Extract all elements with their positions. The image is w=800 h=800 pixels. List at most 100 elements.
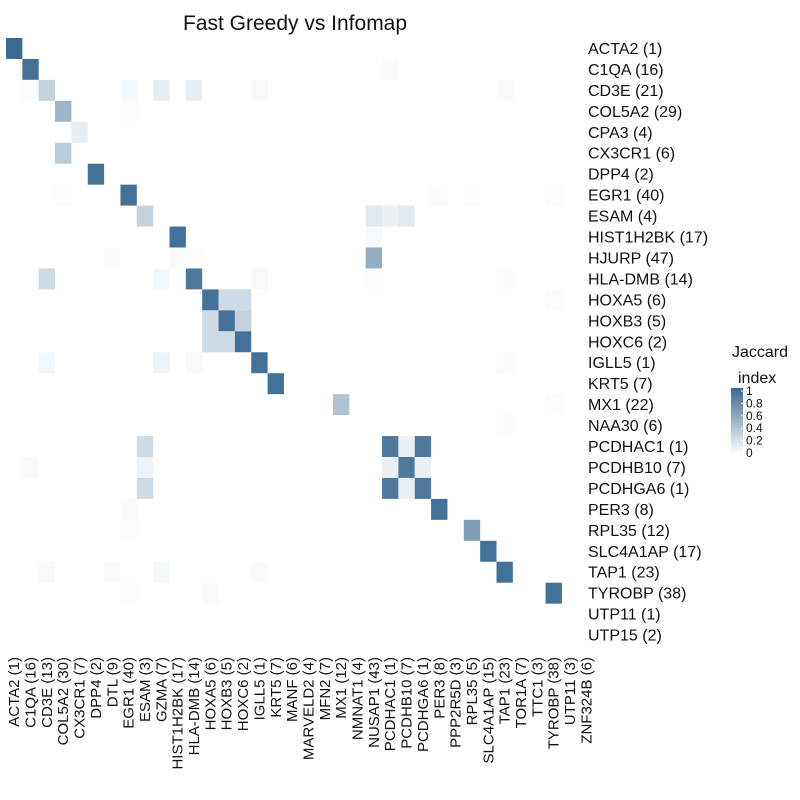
- heatmap-cell: [202, 331, 219, 353]
- column-label: GZMA (7): [153, 657, 170, 722]
- heatmap-cell: [136, 457, 154, 478]
- legend-tick-label: 0: [746, 446, 753, 460]
- legend: Jaccard index 10.80.60.40.20: [731, 344, 788, 460]
- column-label: PCDHAC1 (1): [382, 657, 399, 751]
- heatmap-cell: [480, 540, 497, 562]
- legend-title-line2: index: [738, 370, 776, 387]
- column-label: EGR1 (40): [121, 657, 138, 729]
- heatmap-cell: [71, 121, 88, 143]
- heatmap-cell: [185, 79, 203, 101]
- heatmap-cell: [38, 561, 56, 583]
- column-label: MARVELD2 (4): [300, 657, 317, 760]
- heatmap-cell: [120, 184, 137, 206]
- heatmap-cell: [251, 561, 268, 583]
- heatmap-cell: [153, 561, 170, 583]
- heatmap-cell: [169, 247, 186, 269]
- heatmap-cell: [414, 457, 432, 478]
- column-label: CD3E (13): [39, 657, 56, 728]
- column-label: COL5A2 (30): [55, 657, 72, 745]
- row-label: ESAM (4): [588, 209, 657, 226]
- column-label: TOR1A (7): [513, 657, 530, 728]
- row-label: C1QA (16): [588, 62, 664, 79]
- row-label: HOXB3 (5): [588, 313, 666, 330]
- column-label: SLC4A1AP (15): [480, 657, 497, 763]
- row-label: PCDHB10 (7): [588, 460, 686, 477]
- heatmap-cell: [365, 247, 383, 269]
- heatmap-cell: [234, 289, 252, 311]
- chart-title: Fast Greedy vs Infomap: [183, 12, 407, 35]
- heatmap-cell: [382, 436, 399, 457]
- heatmap-cell: [120, 519, 137, 541]
- heatmap-cell: [120, 79, 137, 101]
- column-label: PPP2R5D (3): [448, 657, 465, 748]
- row-label: KRT5 (7): [588, 376, 653, 393]
- heatmap-cell: [365, 205, 383, 227]
- heatmap-cell: [431, 184, 448, 206]
- heatmap-cell: [234, 331, 252, 353]
- row-label: PCDHGA6 (1): [588, 481, 689, 498]
- column-label: MANF (6): [284, 657, 301, 722]
- column-label: IGLL5 (1): [251, 657, 268, 720]
- row-labels: ACTA2 (1) C1QA (16) CD3E (21) COL5A2 (29) CP…: [588, 41, 708, 645]
- row-label: RPL35 (12): [588, 523, 670, 540]
- row-label: PER3 (8): [588, 502, 654, 519]
- legend-tick-label: 0.4: [746, 421, 763, 435]
- column-label: HLA-DMB (14): [186, 657, 203, 755]
- heatmap-cell: [398, 205, 415, 227]
- heatmap-cell: [153, 79, 170, 101]
- legend-tick-label: 0.2: [746, 434, 763, 448]
- row-label: ACTA2 (1): [588, 41, 662, 58]
- heatmap-cell: [169, 226, 186, 248]
- heatmap-cell: [55, 184, 72, 206]
- heatmap-cell: [267, 373, 284, 395]
- heatmap-cell: [218, 310, 235, 332]
- legend-title-line1: Jaccard: [732, 344, 788, 361]
- heatmap-cell: [463, 184, 481, 206]
- column-label: CX3CR1 (7): [72, 657, 89, 739]
- column-label: PCDHB10 (7): [399, 657, 416, 749]
- row-label: TYROBP (38): [588, 586, 686, 603]
- heatmap-cell: [22, 457, 39, 478]
- row-label: DPP4 (2): [588, 167, 654, 184]
- row-label: SLC4A1AP (17): [588, 544, 702, 561]
- heatmap-cell: [202, 289, 219, 311]
- legend-ticks: 10.80.60.40.20: [741, 384, 763, 460]
- heatmap-cell: [545, 184, 562, 206]
- column-label: DPP4 (2): [88, 657, 105, 719]
- heatmap-cell: [496, 268, 513, 290]
- legend-tick-label: 1: [746, 384, 753, 398]
- heatmap-cell: [333, 394, 350, 416]
- heatmap-cell: [431, 498, 448, 520]
- column-label: ACTA2 (1): [6, 657, 23, 727]
- heatmap-cell: [136, 477, 154, 499]
- column-label: NUSAP1 (43): [366, 657, 383, 748]
- heatmap-cell: [398, 457, 415, 478]
- heatmap-cell: [120, 100, 137, 122]
- heatmap-cell: [251, 79, 268, 101]
- row-label: UTP15 (2): [588, 628, 662, 645]
- column-label: HOXC6 (2): [235, 657, 252, 731]
- column-label: TYROBP (38): [546, 657, 563, 749]
- heatmap-cell: [251, 352, 268, 374]
- heatmap-cell: [398, 436, 415, 457]
- heatmap-cell: [22, 79, 39, 101]
- legend-colorbar: [731, 388, 743, 454]
- heatmap-cell: [545, 582, 562, 604]
- heatmap-cell: [496, 561, 513, 583]
- column-label: C1QA (16): [23, 657, 40, 728]
- row-label: NAA30 (6): [588, 418, 663, 435]
- row-label: UTP11 (1): [588, 607, 661, 624]
- heatmap-cell: [234, 310, 252, 332]
- heatmap-cell: [463, 519, 481, 541]
- column-label: UTP11 (3): [562, 657, 579, 725]
- heatmap-cell: [136, 205, 154, 227]
- column-label: KRT5 (7): [268, 657, 285, 718]
- row-label: IGLL5 (1): [588, 355, 656, 372]
- heatmap-cell: [185, 352, 203, 374]
- heatmap-cell: [365, 268, 383, 290]
- row-label: MX1 (22): [588, 397, 654, 414]
- column-label: TAP1 (23): [497, 657, 514, 724]
- heatmap-cell: [120, 498, 137, 520]
- column-label: PCDHGA6 (1): [415, 657, 432, 752]
- heatmap-cell: [185, 268, 203, 290]
